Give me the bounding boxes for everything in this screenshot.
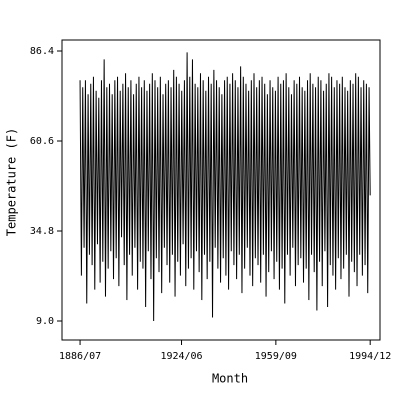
y-axis-label: Temperature (F) — [5, 128, 19, 236]
y-tick-label: 86.4 — [30, 46, 54, 57]
y-tick-label: 60.6 — [30, 136, 54, 147]
x-axis-label: Month — [212, 372, 248, 386]
x-tick-label: 1924/06 — [160, 351, 202, 362]
x-tick-label: 1886/07 — [59, 351, 101, 362]
x-tick-label: 1994/12 — [349, 351, 391, 362]
x-tick-label: 1959/09 — [255, 351, 297, 362]
plot-frame — [61, 39, 381, 341]
line — [79, 52, 371, 321]
y-tick-label: 34.8 — [30, 226, 54, 237]
y-tick-label: 9.0 — [36, 316, 54, 327]
